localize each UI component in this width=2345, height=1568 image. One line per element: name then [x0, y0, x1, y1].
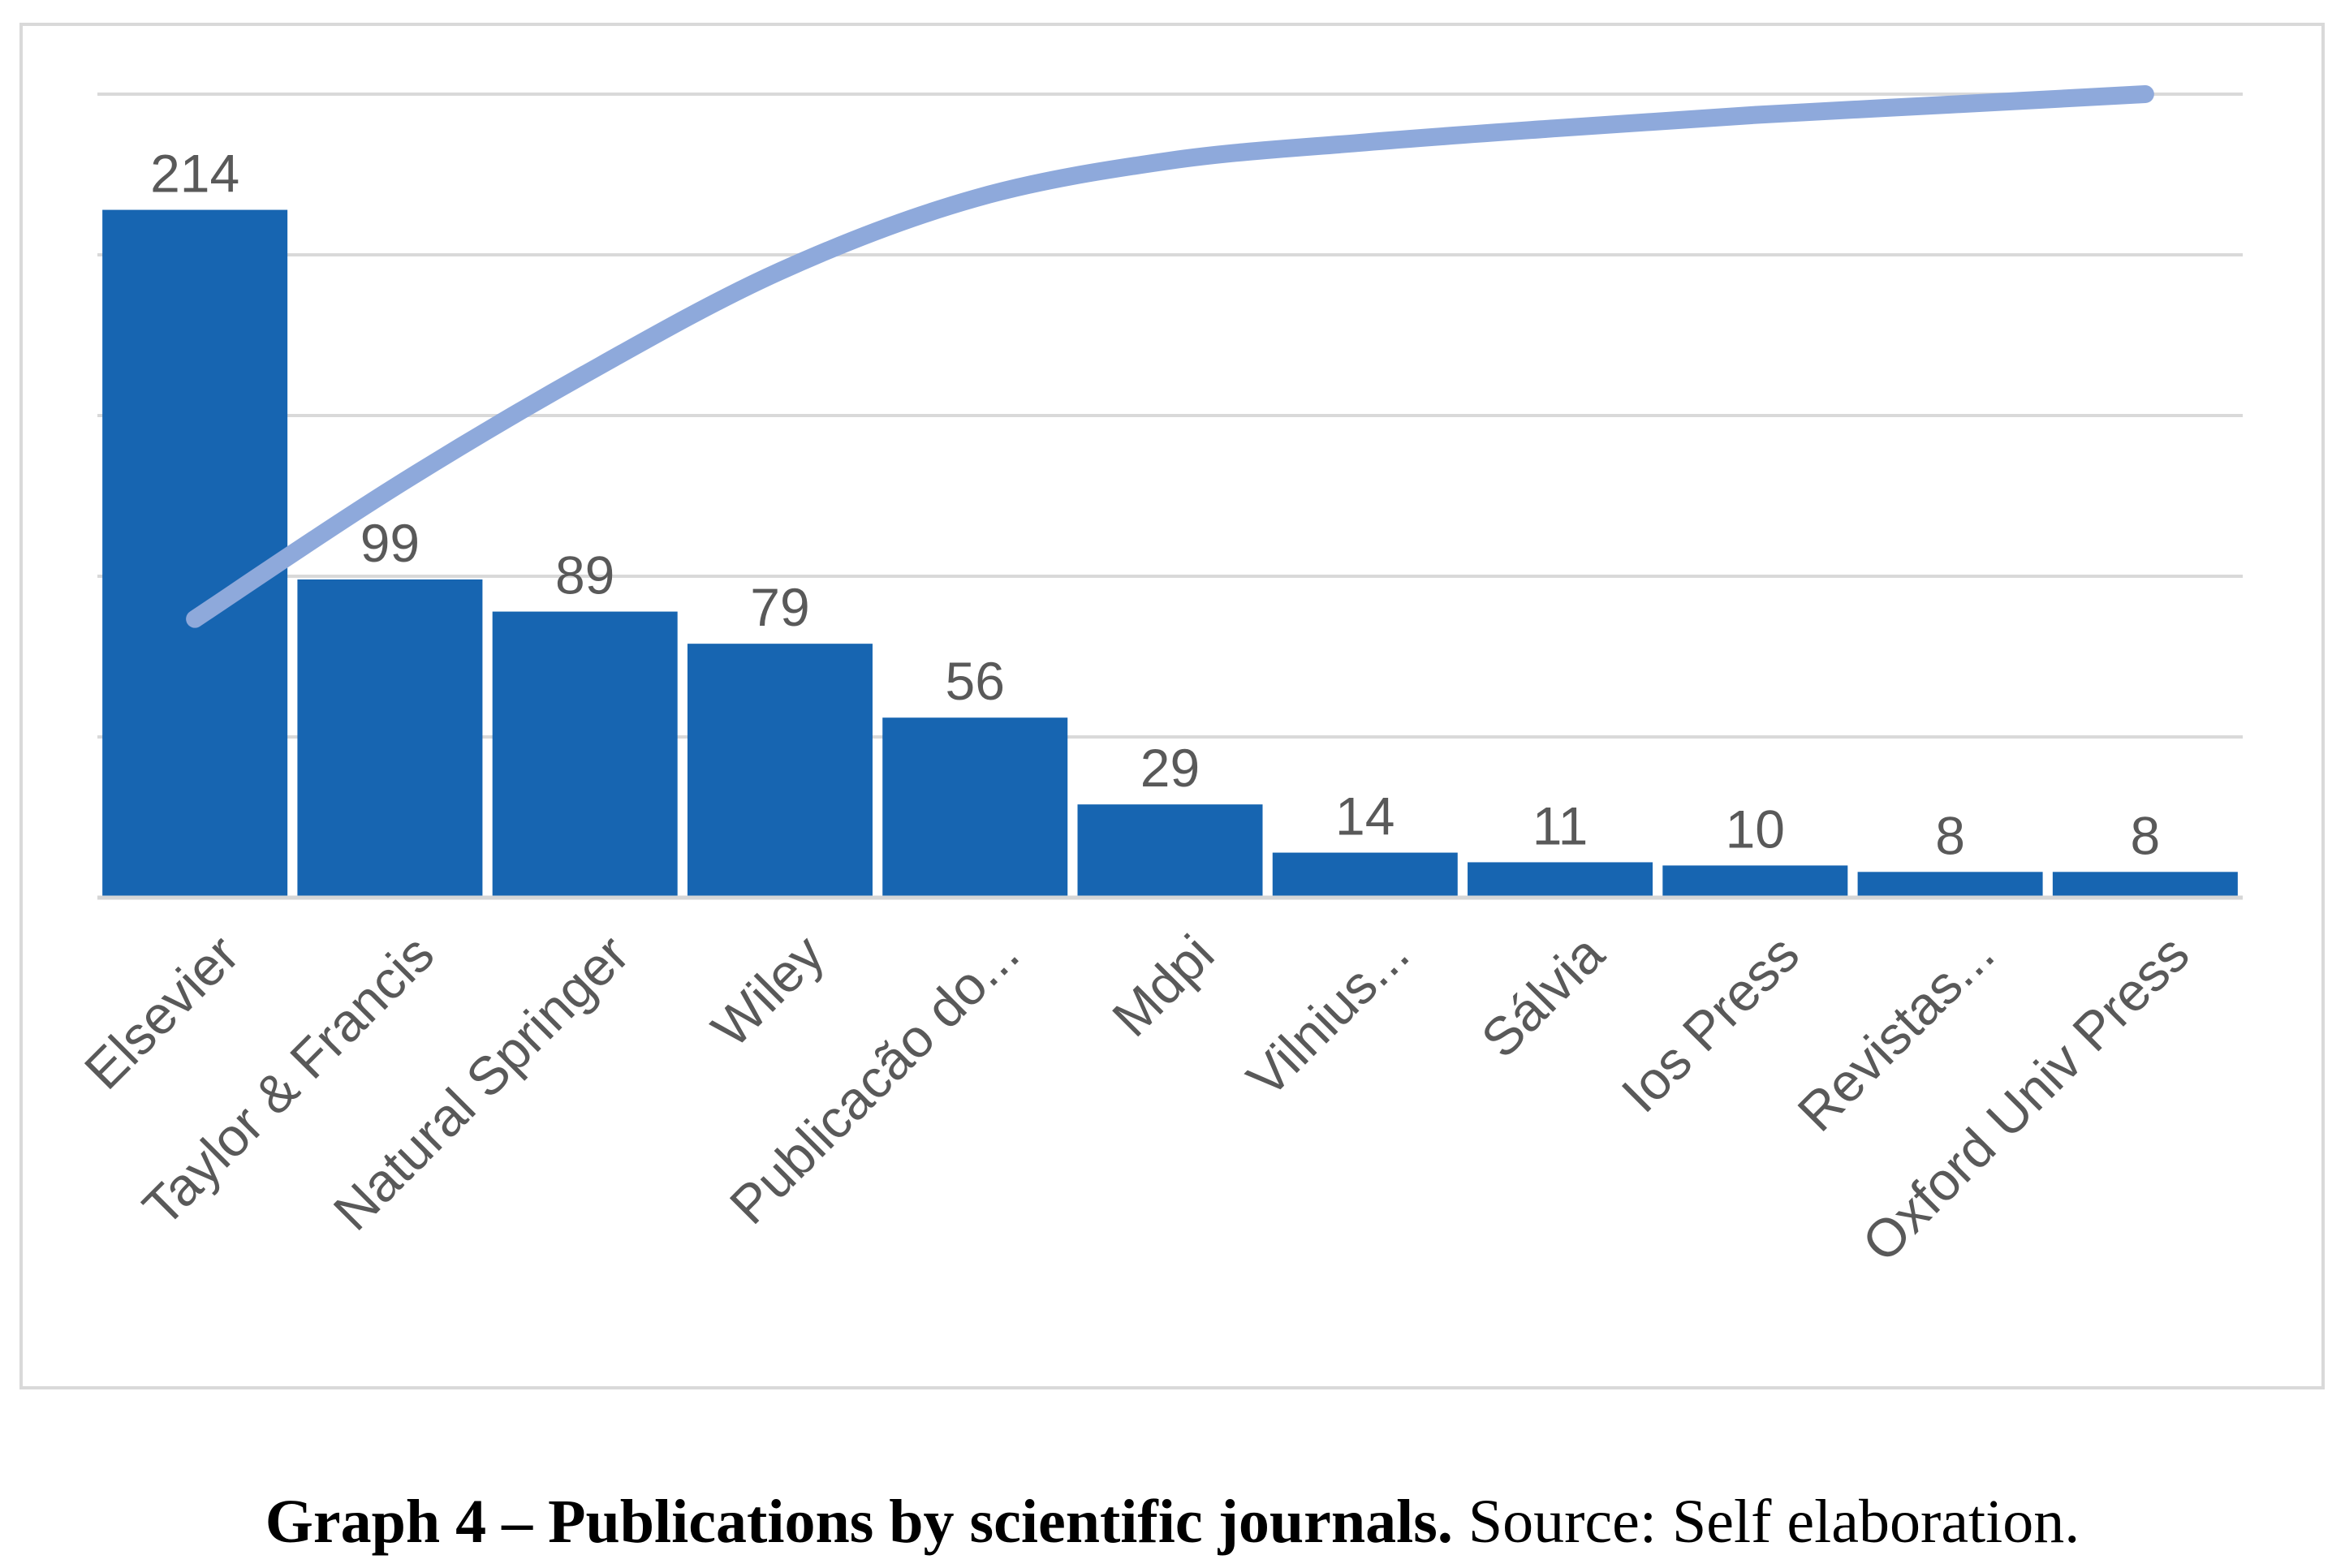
bar: [687, 644, 873, 898]
caption-source: Source: Self elaboration.: [1452, 1488, 2080, 1556]
bar: [882, 717, 1068, 898]
bar: [1662, 865, 1848, 898]
bar: [1077, 804, 1263, 898]
bar-value-label: 89: [555, 545, 614, 605]
bar: [2052, 872, 2238, 898]
bar-value-label: 56: [946, 651, 1005, 711]
bar-value-label: 10: [1726, 799, 1785, 859]
caption-title: Graph 4 – Publications by scientific jou…: [265, 1488, 1453, 1556]
bar: [102, 209, 288, 898]
bar: [492, 611, 678, 898]
bar: [1272, 852, 1458, 898]
bar-value-label: 11: [1532, 795, 1588, 855]
bar-value-label: 8: [1935, 805, 1965, 865]
bar: [297, 579, 483, 898]
bar-value-label: 79: [750, 577, 809, 637]
cumulative-line: [186, 85, 2154, 628]
bar-value-label: 99: [360, 513, 420, 573]
bar-value-label: 8: [2131, 805, 2161, 865]
bar-value-label: 29: [1140, 738, 1200, 798]
bar-value-label: 214: [150, 144, 239, 204]
bar: [1857, 872, 2043, 898]
bar: [1468, 862, 1653, 898]
figure-caption: Graph 4 – Publications by scientific jou…: [0, 1487, 2345, 1557]
bar-value-label: 14: [1335, 786, 1394, 846]
